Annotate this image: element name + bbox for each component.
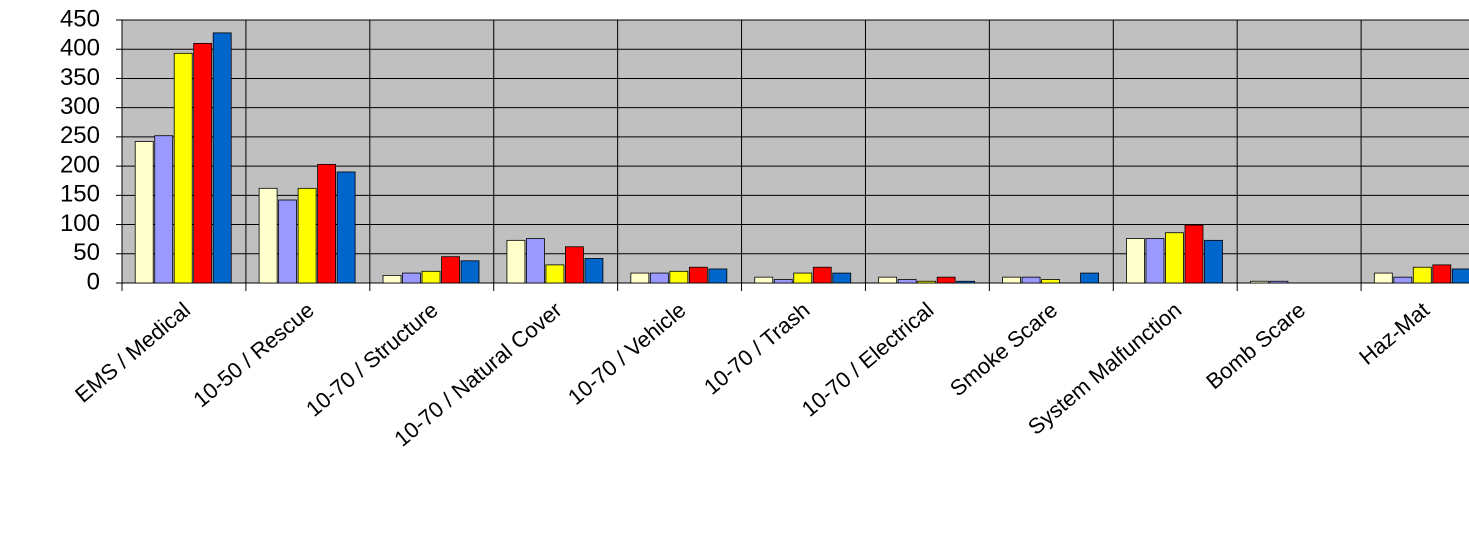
bar (421, 270, 441, 284)
bar (506, 239, 526, 284)
bar (1080, 272, 1099, 284)
x-tick-label: 10-70 / Trash (699, 297, 814, 399)
bar (1184, 224, 1204, 284)
bar (526, 238, 545, 284)
x-tick-label: EMS / Medical (70, 297, 195, 407)
y-tick-label: 50 (73, 239, 100, 266)
bar (1393, 276, 1413, 284)
bar (1432, 264, 1452, 284)
bar (773, 279, 793, 284)
x-tick-label: 10-70 / Vehicle (563, 297, 691, 410)
bar (317, 163, 337, 284)
bar (382, 275, 402, 284)
bar (630, 272, 650, 284)
y-tick-label: 400 (60, 35, 100, 62)
bar (1041, 279, 1060, 284)
bar (402, 272, 421, 284)
y-tick-label: 150 (60, 181, 100, 208)
bar (154, 135, 174, 284)
x-tick-label: Smoke Scare (945, 297, 1062, 401)
bar (1249, 280, 1269, 284)
bar (1145, 238, 1165, 284)
x-tick-label: 10-50 / Rescue (188, 297, 318, 412)
bar (812, 266, 832, 284)
bar (258, 187, 278, 284)
bar (793, 272, 813, 284)
bar (754, 276, 774, 284)
bar (878, 276, 898, 284)
bar (649, 272, 669, 284)
y-tick-label: 300 (60, 93, 100, 120)
bar (936, 276, 956, 284)
y-tick-label: 0 (87, 268, 100, 295)
x-tick-label: Haz-Mat (1354, 297, 1434, 370)
bar (1373, 272, 1393, 284)
bar (460, 260, 480, 284)
bar (278, 199, 298, 284)
bar (565, 246, 584, 284)
x-tick-label: 10-70 / Structure (301, 297, 443, 421)
x-tick-label: Bomb Scare (1201, 297, 1310, 394)
bar (1126, 238, 1145, 284)
y-tick-label: 350 (60, 64, 100, 91)
bar (1165, 232, 1184, 284)
bar (708, 268, 728, 284)
bar (193, 42, 213, 284)
bar (212, 32, 232, 284)
bar (897, 279, 917, 284)
bar (1002, 276, 1021, 284)
bar (173, 52, 193, 284)
bar (669, 270, 689, 284)
y-tick-label: 100 (60, 210, 100, 237)
bar (832, 272, 852, 284)
y-tick-label: 450 (60, 5, 100, 32)
y-tick-label: 200 (60, 151, 100, 178)
bar (1021, 276, 1041, 284)
bar (917, 280, 937, 284)
bar (545, 264, 565, 284)
bar (134, 141, 154, 284)
bar (584, 258, 604, 284)
bar (1412, 266, 1432, 284)
bar (441, 256, 460, 284)
bar (1204, 239, 1223, 284)
bar (297, 187, 317, 284)
x-tick-label: 10-70 / Electrical (797, 297, 939, 421)
bar (1269, 280, 1289, 284)
y-tick-label: 250 (60, 122, 100, 149)
bar (956, 280, 976, 284)
bar (1451, 268, 1469, 284)
bar (336, 171, 356, 284)
bar (688, 266, 708, 284)
